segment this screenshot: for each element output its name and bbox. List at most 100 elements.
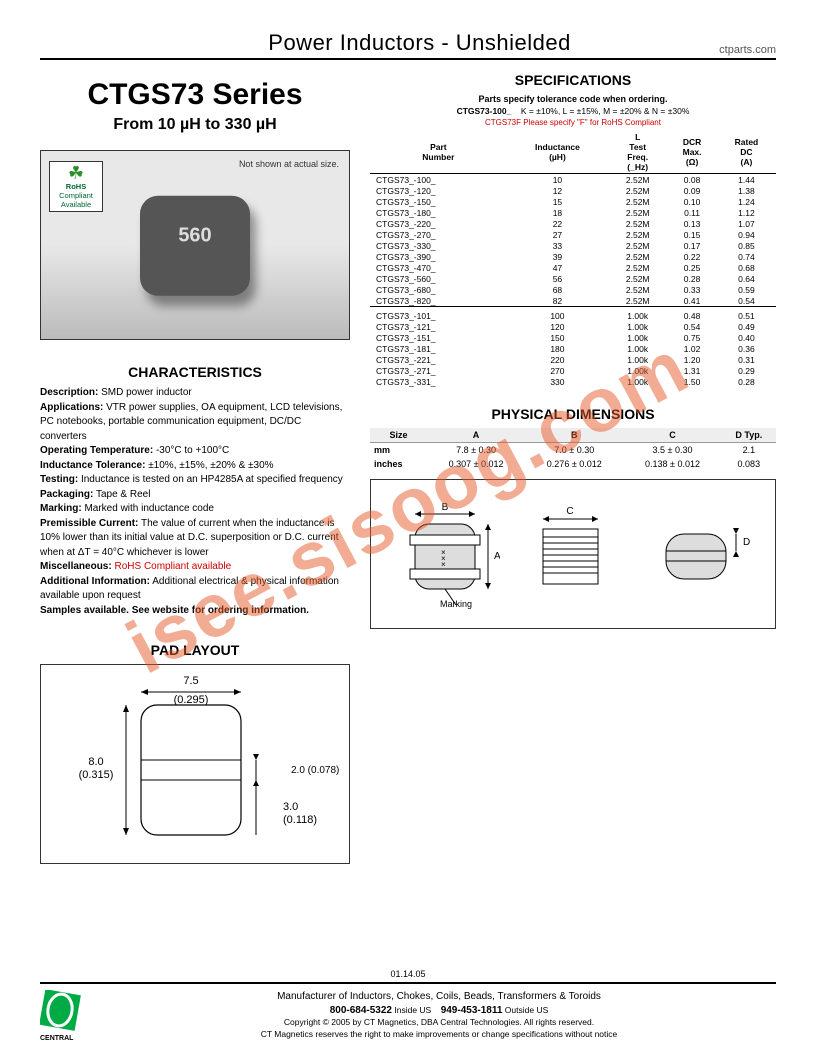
product-photo: Not shown at actual size. ☘ RoHS Complia… bbox=[40, 150, 350, 340]
rohs-line2: Compliant bbox=[50, 191, 102, 200]
spec-cell: CTGS73_-180_ bbox=[370, 207, 507, 218]
pad-layout-diagram: 7.5 (0.295) 8.0 (0.315) 2.0 (0.078) 3.0 … bbox=[40, 664, 350, 864]
inductor-marking: 560 bbox=[178, 224, 211, 247]
spec-cell: 0.49 bbox=[717, 322, 776, 333]
spec-cell: 1.02 bbox=[667, 344, 717, 355]
spec-col: PartNumber bbox=[370, 131, 507, 174]
spec-cell: 0.54 bbox=[717, 295, 776, 307]
spec-col: RatedDC(A) bbox=[717, 131, 776, 174]
diagram-side: C bbox=[518, 499, 628, 609]
spec-cell: 82 bbox=[507, 295, 608, 307]
char-indtol-value: ±10%, ±15%, ±20% & ±30% bbox=[148, 460, 273, 471]
photo-note: Not shown at actual size. bbox=[239, 159, 339, 169]
svg-text:D: D bbox=[743, 537, 750, 548]
char-perm-label: Premissible Current: bbox=[40, 518, 138, 529]
spec-cell: 180 bbox=[507, 344, 608, 355]
footer-phone1: 800-684-5322 bbox=[330, 1005, 392, 1016]
diagram-front: ××× B A Marking bbox=[390, 499, 500, 609]
spec-cell: 56 bbox=[507, 273, 608, 284]
spec-cell: 0.64 bbox=[717, 273, 776, 284]
footer-loc2: Outside US bbox=[505, 1005, 548, 1015]
spec-cell: 47 bbox=[507, 262, 608, 273]
char-mark-value: Marked with inductance code bbox=[84, 503, 214, 514]
spec-cell: 0.09 bbox=[667, 185, 717, 196]
char-indtol-label: Inductance Tolerance: bbox=[40, 460, 145, 471]
dim-cell: mm bbox=[370, 442, 427, 457]
spec-cell: 270 bbox=[507, 366, 608, 377]
spec-cell: 22 bbox=[507, 218, 608, 229]
spec-cell: 2.52M bbox=[608, 295, 667, 307]
spec-cell: CTGS73_-220_ bbox=[370, 218, 507, 229]
spec-cell: 1.00k bbox=[608, 344, 667, 355]
char-samples: Samples available. See website for order… bbox=[40, 605, 309, 616]
spec-cell: 2.52M bbox=[608, 174, 667, 186]
spec-cell: 1.44 bbox=[717, 174, 776, 186]
spec-cell: 0.54 bbox=[667, 322, 717, 333]
inductor-illustration: 560 bbox=[130, 190, 260, 310]
dim-cell: 3.5 ± 0.30 bbox=[623, 442, 721, 457]
spec-cell: CTGS73_-221_ bbox=[370, 355, 507, 366]
spec-cell: 220 bbox=[507, 355, 608, 366]
series-title: CTGS73 Series bbox=[40, 78, 350, 112]
dim-cell: 0.276 ± 0.012 bbox=[525, 457, 623, 471]
dim-cell: 7.8 ± 0.30 bbox=[427, 442, 525, 457]
spec-cell: CTGS73_-120_ bbox=[370, 185, 507, 196]
series-subtitle: From 10 µH to 330 µH bbox=[40, 116, 350, 134]
pad-p: 3.0 bbox=[283, 801, 298, 813]
spec-cell: 1.31 bbox=[667, 366, 717, 377]
spec-cell: 1.00k bbox=[608, 355, 667, 366]
spec-cell: 0.85 bbox=[717, 240, 776, 251]
spec-cell: 0.36 bbox=[717, 344, 776, 355]
spec-col: Inductance(µH) bbox=[507, 131, 608, 174]
spec-cell: 120 bbox=[507, 322, 608, 333]
dim-cell: 2.1 bbox=[722, 442, 776, 457]
spec-cell: 10 bbox=[507, 174, 608, 186]
spec-cell: 0.94 bbox=[717, 229, 776, 240]
spec-cell: 0.22 bbox=[667, 251, 717, 262]
spec-cell: 0.08 bbox=[667, 174, 717, 186]
spec-codes: CTGS73-100_ K = ±10%, L = ±15%, M = ±20%… bbox=[370, 106, 776, 116]
dim-col: Size bbox=[370, 428, 427, 443]
char-addl-label: Additional Information: bbox=[40, 576, 150, 587]
dim-cell: 0.083 bbox=[722, 457, 776, 471]
footer-text: Manufacturer of Inductors, Chokes, Coils… bbox=[102, 990, 776, 1040]
char-test-label: Testing: bbox=[40, 474, 78, 485]
spec-cell: CTGS73_-181_ bbox=[370, 344, 507, 355]
dim-table: SizeABCD Typ. mm7.8 ± 0.307.0 ± 0.303.5 … bbox=[370, 428, 776, 471]
svg-text:CENTRAL: CENTRAL bbox=[40, 1035, 74, 1040]
spec-cell: 0.31 bbox=[717, 355, 776, 366]
leaf-icon: ☘ bbox=[50, 164, 102, 182]
spec-cell: 1.12 bbox=[717, 207, 776, 218]
svg-text:A: A bbox=[494, 551, 500, 562]
spec-cell: 0.10 bbox=[667, 196, 717, 207]
spec-cell: CTGS73_-820_ bbox=[370, 295, 507, 307]
spec-cell: 0.13 bbox=[667, 218, 717, 229]
char-optemp-value: -30°C to +100°C bbox=[156, 445, 229, 456]
central-logo: CENTRAL bbox=[40, 990, 90, 1040]
spec-cell: CTGS73_-331_ bbox=[370, 377, 507, 388]
pad-p-in: (0.118) bbox=[283, 814, 317, 826]
spec-cell: 330 bbox=[507, 377, 608, 388]
pad-svg: 7.5 (0.295) 8.0 (0.315) 2.0 (0.078) 3.0 … bbox=[41, 665, 351, 863]
char-apps-label: Applications: bbox=[40, 402, 103, 413]
spec-cell: 2.52M bbox=[608, 273, 667, 284]
pad-w: 7.5 bbox=[183, 675, 198, 687]
footer-loc1: Inside US bbox=[394, 1005, 431, 1015]
spec-cell: 2.52M bbox=[608, 251, 667, 262]
char-misc-label: Miscellaneous: bbox=[40, 561, 112, 572]
dim-cell: 0.307 ± 0.012 bbox=[427, 457, 525, 471]
spec-col: LTestFreq.(_Hz) bbox=[608, 131, 667, 174]
spec-cell: 1.20 bbox=[667, 355, 717, 366]
spec-cell: 0.17 bbox=[667, 240, 717, 251]
spec-cell: 2.52M bbox=[608, 196, 667, 207]
dim-col: D Typ. bbox=[722, 428, 776, 443]
spec-cell: 0.28 bbox=[667, 273, 717, 284]
spec-cell: 0.51 bbox=[717, 307, 776, 322]
spec-cell: 150 bbox=[507, 333, 608, 344]
spec-cell: 0.29 bbox=[717, 366, 776, 377]
footer-copyright: Copyright © 2005 by CT Magnetics, DBA Ce… bbox=[102, 1017, 776, 1028]
characteristics-list: Description: SMD power inductor Applicat… bbox=[40, 386, 350, 618]
spec-cell: 0.15 bbox=[667, 229, 717, 240]
spec-cell: 2.52M bbox=[608, 229, 667, 240]
spec-cell: CTGS73_-150_ bbox=[370, 196, 507, 207]
